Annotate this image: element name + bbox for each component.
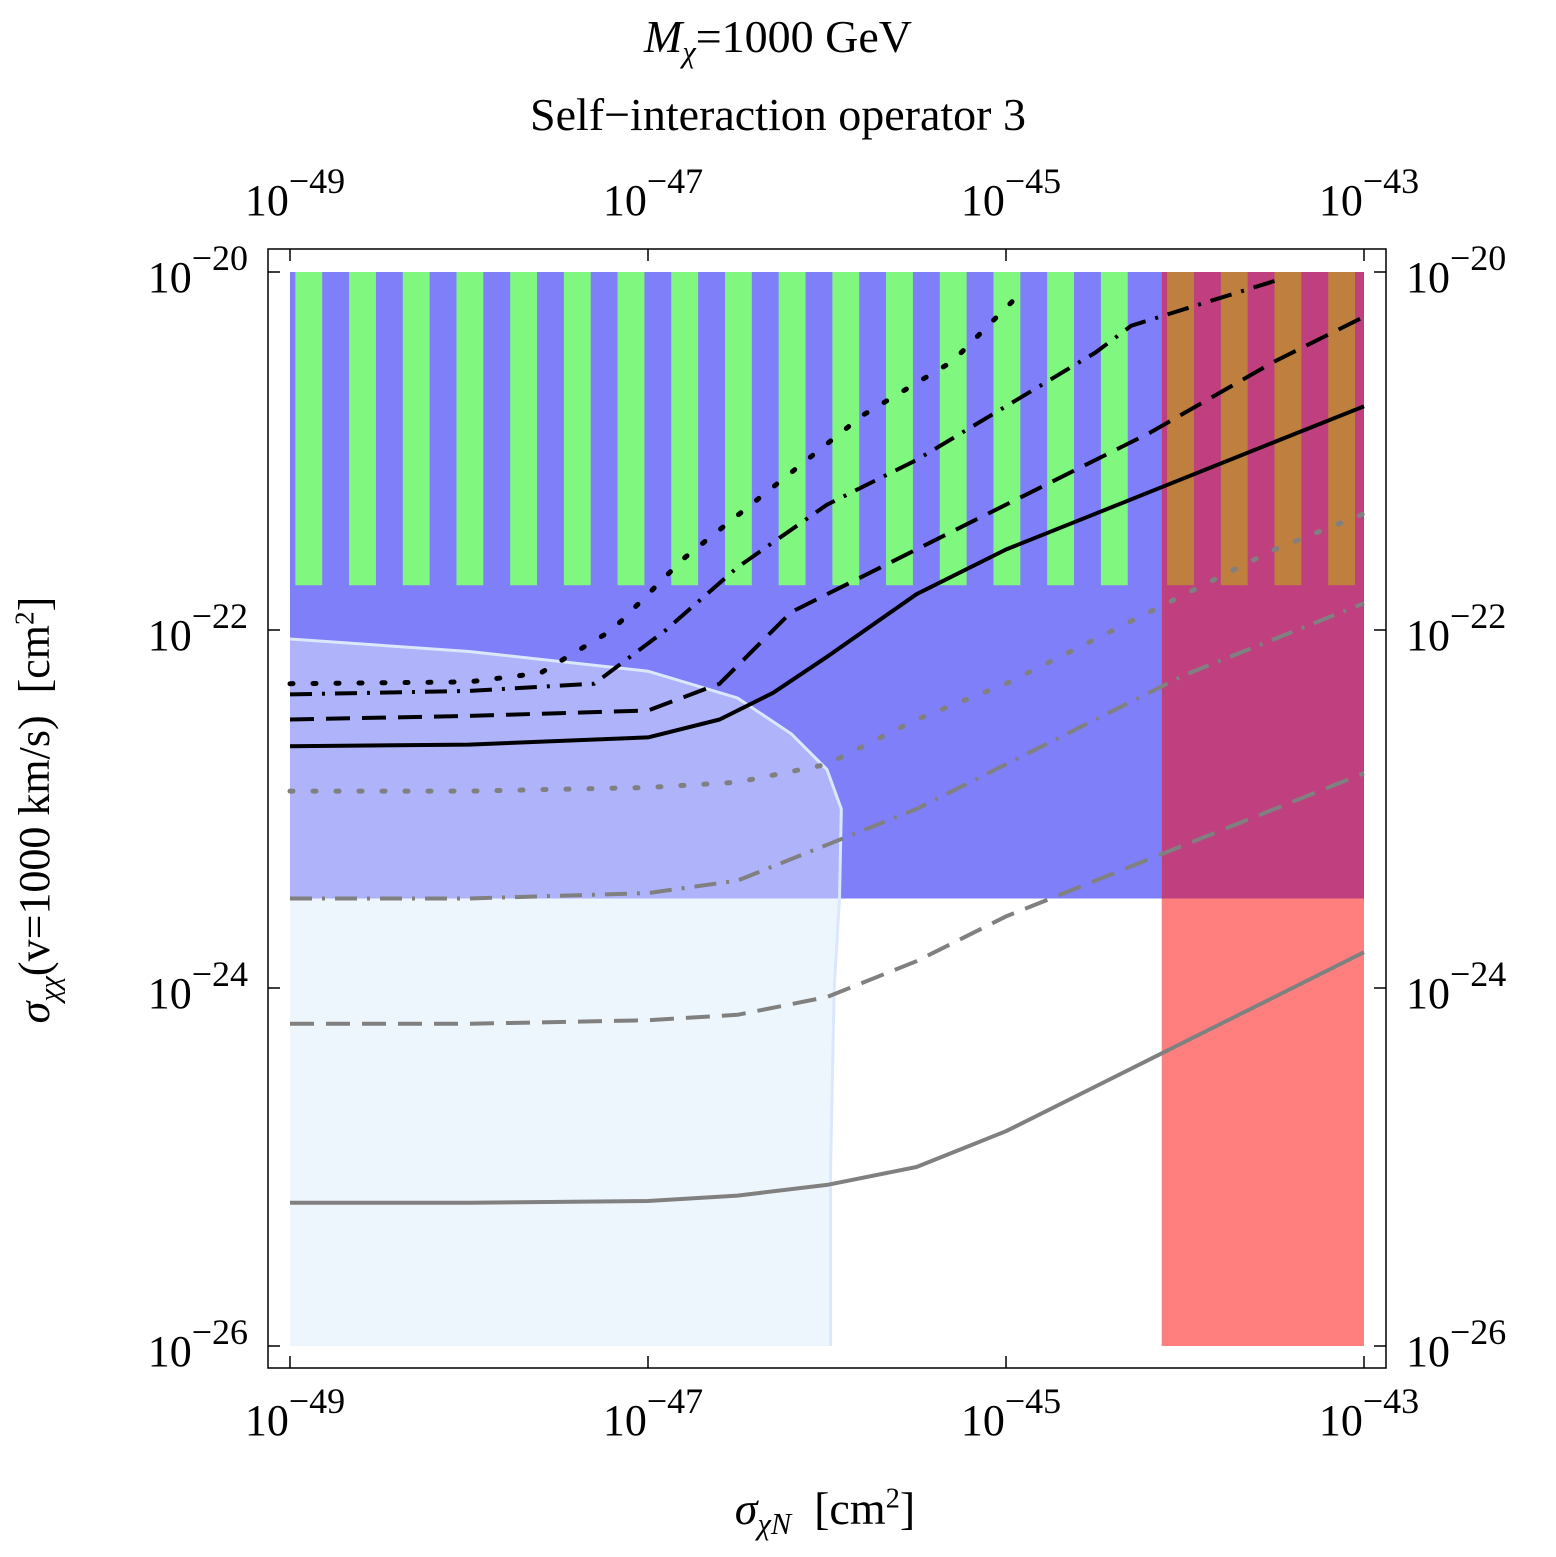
x-tick-label-top-0-base: 10 [245, 176, 289, 225]
x-tick-label-top-0: 10−49 [245, 161, 345, 225]
green-striped-band-stripe-0 [295, 272, 323, 586]
green-striped-band-stripe-5 [563, 272, 591, 586]
gray-dash-dot-curve [290, 601, 1365, 901]
y-tick-label-right-1-base: 10 [1406, 969, 1450, 1018]
x-axis-label: σχN [cm2] [734, 1483, 916, 1542]
y-tick-label-left-0-exp: −26 [192, 1312, 248, 1352]
gray-dotted-curve [287, 511, 1367, 794]
y-tick-label-left-0-base: 10 [148, 1327, 192, 1376]
black-solid-curve [289, 404, 1365, 749]
x-tick-label-bottom-1-exp: −47 [647, 1381, 703, 1421]
x-tick-label-bottom-0: 10−49 [245, 1381, 345, 1445]
allowed-contour-lower-fill [290, 898, 840, 1346]
y-axis-label: σχχ(v=1000 km/s) [cm2] [9, 596, 66, 1024]
y-tick-label-right-1-exp: −24 [1450, 954, 1506, 994]
y-tick-label-right-3-exp: −20 [1450, 238, 1506, 278]
green-striped-band-stripe-1 [349, 272, 376, 586]
green-striped-band-stripe-2 [402, 272, 430, 586]
y-tick-label-right-0-exp: −26 [1450, 1312, 1506, 1352]
green-striped-band-stripe-15 [1100, 272, 1128, 586]
green-striped-band-stripe-9 [778, 272, 806, 586]
x-tick-label-bottom-3-base: 10 [1319, 1396, 1363, 1445]
y-tick-label-right-2-base: 10 [1406, 611, 1450, 660]
ticks-layer: 10−4910−4910−4710−4710−4510−4510−4310−43… [148, 161, 1507, 1445]
gray-solid-curve [290, 950, 1365, 1205]
y-tick-label-left-1: 10−24 [148, 954, 248, 1018]
green-striped-band-stripe-12 [939, 272, 967, 586]
x-tick-label-bottom-1: 10−47 [603, 1381, 703, 1445]
y-tick-label-left-0: 10−26 [148, 1312, 248, 1376]
y-tick-label-left-2-base: 10 [148, 611, 192, 660]
chart-title-operator: Self−interaction operator 3 [530, 89, 1026, 140]
x-tick-label-bottom-2-base: 10 [961, 1396, 1005, 1445]
curves-layer [287, 279, 1367, 1205]
y-tick-label-right-0: 10−26 [1406, 1312, 1506, 1376]
green-striped-band-stripe-7 [671, 272, 699, 586]
y-tick-label-left-1-exp: −24 [192, 954, 248, 994]
green-striped-band-stripe-3 [456, 272, 484, 586]
x-tick-label-bottom-3-exp: −43 [1363, 1381, 1419, 1421]
black-dotted-curve [287, 287, 1027, 687]
black-dash-dot-curve [289, 279, 1276, 697]
y-tick-label-left-3-base: 10 [148, 253, 192, 302]
x-tick-label-bottom-2-exp: −45 [1005, 1381, 1061, 1421]
y-tick-label-left-3: 10−20 [148, 238, 248, 302]
y-tick-label-right-3-base: 10 [1406, 253, 1450, 302]
orange-striped-band-stripe-0 [1167, 272, 1194, 586]
x-tick-label-top-2-base: 10 [961, 176, 1005, 225]
y-tick-label-right-1: 10−24 [1406, 954, 1506, 1018]
gray-dashed-curve [290, 771, 1365, 1026]
y-tick-label-right-0-base: 10 [1406, 1327, 1450, 1376]
green-striped-band-stripe-13 [993, 272, 1021, 586]
y-tick-label-right-2-exp: −22 [1450, 596, 1506, 636]
orange-striped-band-stripe-2 [1274, 272, 1302, 586]
x-tick-label-top-1: 10−47 [603, 161, 703, 225]
regions-layer [289, 272, 1364, 1346]
orange-striped-band-stripe-3 [1328, 272, 1356, 586]
green-striped-band-stripe-8 [724, 272, 752, 586]
x-tick-label-bottom-3: 10−43 [1319, 1381, 1419, 1445]
orange-striped-band-stripe-1 [1220, 272, 1248, 586]
x-tick-label-top-0-exp: −49 [289, 161, 345, 201]
x-tick-label-bottom-1-base: 10 [603, 1396, 647, 1445]
x-tick-label-top-3: 10−43 [1319, 161, 1419, 225]
y-tick-label-right-3: 10−20 [1406, 238, 1506, 302]
x-tick-label-bottom-2: 10−45 [961, 1381, 1061, 1445]
green-striped-band [295, 272, 1128, 586]
green-striped-band-stripe-14 [1047, 272, 1075, 586]
black-dashed-curve [289, 315, 1365, 722]
x-tick-label-top-1-exp: −47 [647, 161, 703, 201]
x-tick-label-top-3-base: 10 [1319, 176, 1363, 225]
green-striped-band-stripe-6 [617, 272, 645, 586]
y-tick-label-left-2-exp: −22 [192, 596, 248, 636]
x-tick-label-bottom-0-exp: −49 [289, 1381, 345, 1421]
y-tick-label-left-2: 10−22 [148, 596, 248, 660]
x-tick-label-top-2-exp: −45 [1005, 161, 1061, 201]
chart-title-mass: Mχ=1000 GeV [644, 11, 912, 70]
x-tick-label-bottom-0-base: 10 [245, 1396, 289, 1445]
green-striped-band-stripe-11 [886, 272, 913, 586]
plot-frame [267, 248, 1387, 1369]
allowed-contour-upper-fill [290, 639, 842, 899]
x-tick-label-top-3-exp: −43 [1363, 161, 1419, 201]
x-tick-label-top-1-base: 10 [603, 176, 647, 225]
y-tick-label-left-3-exp: −20 [192, 238, 248, 278]
y-tick-label-right-2: 10−22 [1406, 596, 1506, 660]
green-striped-band-stripe-4 [510, 272, 538, 586]
x-tick-label-top-2: 10−45 [961, 161, 1061, 225]
y-tick-label-left-1-base: 10 [148, 969, 192, 1018]
allowed-contour-edge [289, 637, 843, 1346]
